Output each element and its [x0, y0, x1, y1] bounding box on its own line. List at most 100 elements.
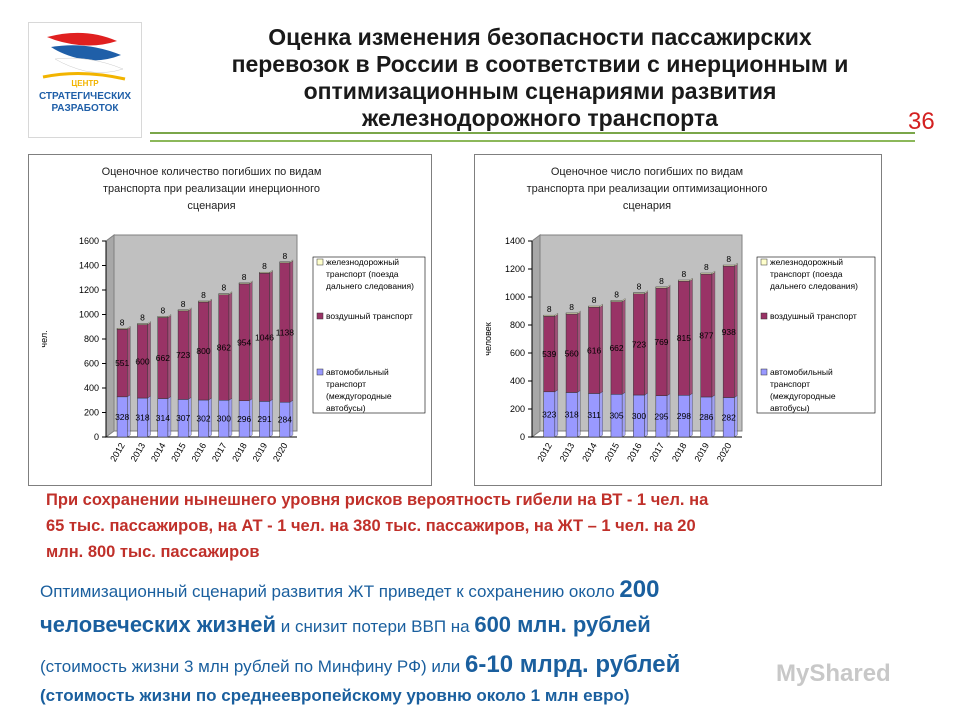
- title-line-4: железнодорожного транспорта: [362, 105, 718, 131]
- chart-bar-side: [711, 270, 716, 275]
- chart-legend-label: автомобильный: [770, 367, 833, 377]
- chart-optimization-svg: Оценочное число погибших по видам транспо…: [483, 166, 876, 463]
- chart-data-label: 8: [201, 290, 206, 300]
- chart-legend-label: (междугородные: [326, 391, 392, 401]
- chart-data-label: 323: [542, 409, 556, 419]
- chart-bar-side: [147, 321, 151, 325]
- chart-bar-segment: [678, 279, 690, 282]
- chart-data-label: 560: [565, 348, 579, 358]
- conclusion-line-4: (стоимость жизни по среднеевропейскому у…: [40, 686, 630, 705]
- chart-data-label: 8: [637, 282, 642, 292]
- chart-data-label: 1138: [276, 328, 295, 338]
- chart-x-tick-label: 2018: [670, 441, 689, 463]
- chart-y-tick-label: 200: [84, 408, 99, 418]
- chart-bar-side: [167, 314, 172, 318]
- chart-title-line: транспорта при реализации оптимизационно…: [527, 183, 768, 195]
- chart-bar-segment: [259, 271, 270, 274]
- chart-data-label: 1046: [255, 332, 274, 342]
- chart-y-tick-label: 200: [510, 404, 525, 414]
- chart-bar-segment: [177, 309, 189, 312]
- chart-data-label: 305: [609, 411, 623, 421]
- title-line-1: Оценка изменения безопасности пассажирск…: [268, 24, 812, 50]
- chart-y-tick-label: 1400: [505, 236, 525, 246]
- chart-legend-swatch: [760, 312, 768, 320]
- logo-flag-icon: ЦЕНТР СТРАТЕГИЧЕСКИХ РАЗРАБОТОК: [39, 32, 131, 114]
- chart-data-label: 8: [569, 302, 574, 312]
- chart-data-label: 318: [565, 410, 579, 420]
- chart-optimization: Оценочное число погибших по видам транспо…: [474, 154, 882, 486]
- chart-x-tick-label: 2014: [580, 441, 599, 463]
- chart-bar-segment: [116, 328, 128, 330]
- chart-data-label: 8: [547, 304, 552, 314]
- risk-note-line-2: 65 тыс. пассажиров, на АТ - 1 чел. на 38…: [46, 517, 696, 535]
- chart-data-label: 8: [682, 269, 687, 279]
- chart-data-label: 300: [632, 411, 646, 421]
- chart-data-label: 877: [699, 331, 713, 341]
- chart-y-label: человек: [483, 322, 493, 355]
- chart-bar-side: [599, 303, 603, 308]
- title-line-2: перевозок в России в соответствии с инер…: [231, 51, 849, 77]
- title-divider: [150, 132, 915, 142]
- chart-legend-label: транспорт (поезда: [326, 269, 399, 279]
- chart-legend-label: транспорт (поезда: [770, 269, 843, 279]
- chart-bar-side: [734, 262, 738, 267]
- chart-x-tick-label: 2019: [692, 441, 711, 463]
- page-number: 36: [908, 108, 935, 135]
- chart-bar-side: [249, 280, 253, 285]
- chart-y-tick-label: 0: [94, 432, 99, 442]
- chart-data-label: 298: [677, 411, 691, 421]
- chart-x-tick-label: 2019: [251, 441, 270, 463]
- chart-x-tick-label: 2018: [230, 441, 249, 463]
- chart-x-tick-label: 2016: [625, 441, 644, 463]
- conclusion-2a: человеческих жизней: [40, 612, 276, 637]
- chart-bar-segment: [279, 261, 291, 264]
- chart-x-tick-label: 2017: [210, 441, 229, 463]
- chart-data-label: 539: [542, 349, 556, 359]
- chart-bar-side: [689, 277, 693, 282]
- conclusion-line-2: человеческих жизней и снизит потери ВВП …: [40, 612, 930, 638]
- chart-title-line: транспорта при реализации инерционного: [103, 183, 320, 195]
- chart-legend-swatch: [316, 312, 324, 320]
- chart-legend-label: дальнего следования): [770, 281, 858, 291]
- conclusion-1b: 200: [619, 576, 660, 603]
- chart-data-label: 616: [587, 345, 601, 355]
- chart-bar-segment: [700, 272, 713, 275]
- chart-bar-side: [208, 298, 212, 303]
- chart-side-wall: [105, 234, 115, 438]
- chart-x-tick-label: 2016: [190, 441, 209, 463]
- chart-y-tick-label: 400: [84, 383, 99, 393]
- chart-bar-segment: [722, 264, 735, 267]
- chart-data-label: 8: [592, 295, 597, 305]
- chart-bar-segment: [610, 300, 623, 302]
- chart-y-tick-label: 0: [520, 432, 525, 442]
- chart-data-label: 723: [176, 350, 190, 360]
- chart-y-tick-label: 600: [510, 348, 525, 358]
- chart-x-tick-label: 2020: [715, 441, 734, 463]
- chart-data-label: 800: [196, 346, 210, 356]
- conclusion-2c: 600 млн. рублей: [474, 612, 651, 637]
- page-title: Оценка изменения безопасности пассажирск…: [160, 24, 920, 132]
- chart-legend-label: воздушный транспорт: [770, 311, 857, 321]
- chart-data-label: 307: [176, 413, 190, 423]
- chart-x-tick-label: 2015: [603, 441, 622, 463]
- conclusion-line-1: Оптимизационный сценарий развития ЖТ при…: [40, 576, 930, 604]
- chart-legend-label: транспорт: [770, 379, 810, 389]
- chart-data-label: 302: [196, 414, 210, 424]
- chart-bar-segment: [218, 293, 230, 295]
- chart-data-label: 8: [181, 299, 186, 309]
- chart-bar-side: [621, 298, 626, 302]
- chart-data-label: 8: [262, 261, 267, 271]
- chart-data-label: 8: [614, 290, 619, 300]
- chart-data-label: 8: [120, 317, 125, 327]
- chart-bar-segment: [588, 305, 600, 308]
- chart-data-label: 723: [632, 339, 646, 349]
- chart-y-tick-label: 1200: [505, 264, 525, 274]
- chart-data-label: 8: [282, 251, 287, 261]
- chart-data-label: 8: [704, 262, 709, 272]
- chart-bar-segment: [565, 312, 578, 315]
- chart-data-label: 314: [156, 413, 170, 423]
- chart-data-label: 300: [217, 414, 231, 424]
- chart-legend-swatch: [316, 258, 324, 266]
- chart-y-tick-label: 1200: [79, 285, 99, 295]
- chart-data-label: 295: [654, 411, 668, 421]
